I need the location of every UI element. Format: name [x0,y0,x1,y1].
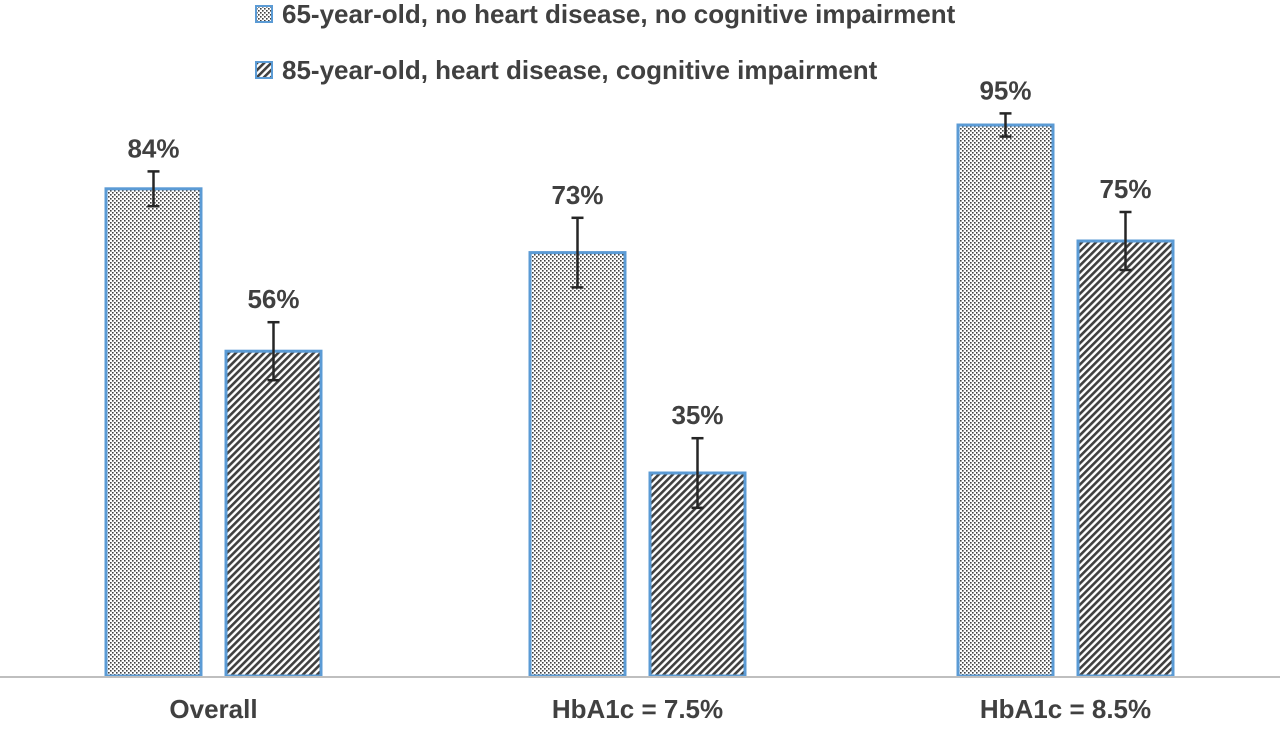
bars [104,112,1175,678]
legend-label: 65-year-old, no heart disease, no cognit… [282,0,956,29]
data-label: 95% [979,75,1031,105]
error-bar [147,170,160,208]
bar [1076,239,1175,678]
data-label: 56% [247,284,299,314]
error-bar [571,216,584,289]
bar [528,251,627,678]
legend-label: 85-year-old, heart disease, cognitive im… [282,55,878,85]
error-bar [1119,210,1132,272]
data-label: 84% [127,133,179,163]
data-label: 75% [1099,174,1151,204]
x-tick-label: HbA1c = 8.5% [980,694,1151,724]
bar [224,349,323,678]
legend-swatch [255,5,273,23]
legend-item: 65-year-old, no heart disease, no cognit… [255,0,956,29]
data-label: 35% [671,400,723,430]
legend-item: 85-year-old, heart disease, cognitive im… [255,55,878,85]
x-tick-label: Overall [169,694,257,724]
x-tick-label: HbA1c = 7.5% [552,694,723,724]
legend: 65-year-old, no heart disease, no cognit… [255,0,956,85]
error-bar [691,436,704,510]
error-bar [267,320,280,382]
data-labels: 84% 56% 73% 35% 95% 75% [127,75,1151,430]
bar [104,187,203,678]
x-axis: Overall HbA1c = 7.5% HbA1c = 8.5% [0,676,1280,724]
legend-swatch [255,61,273,79]
error-bar [999,112,1012,138]
bar [956,123,1055,678]
data-label: 73% [551,180,603,210]
